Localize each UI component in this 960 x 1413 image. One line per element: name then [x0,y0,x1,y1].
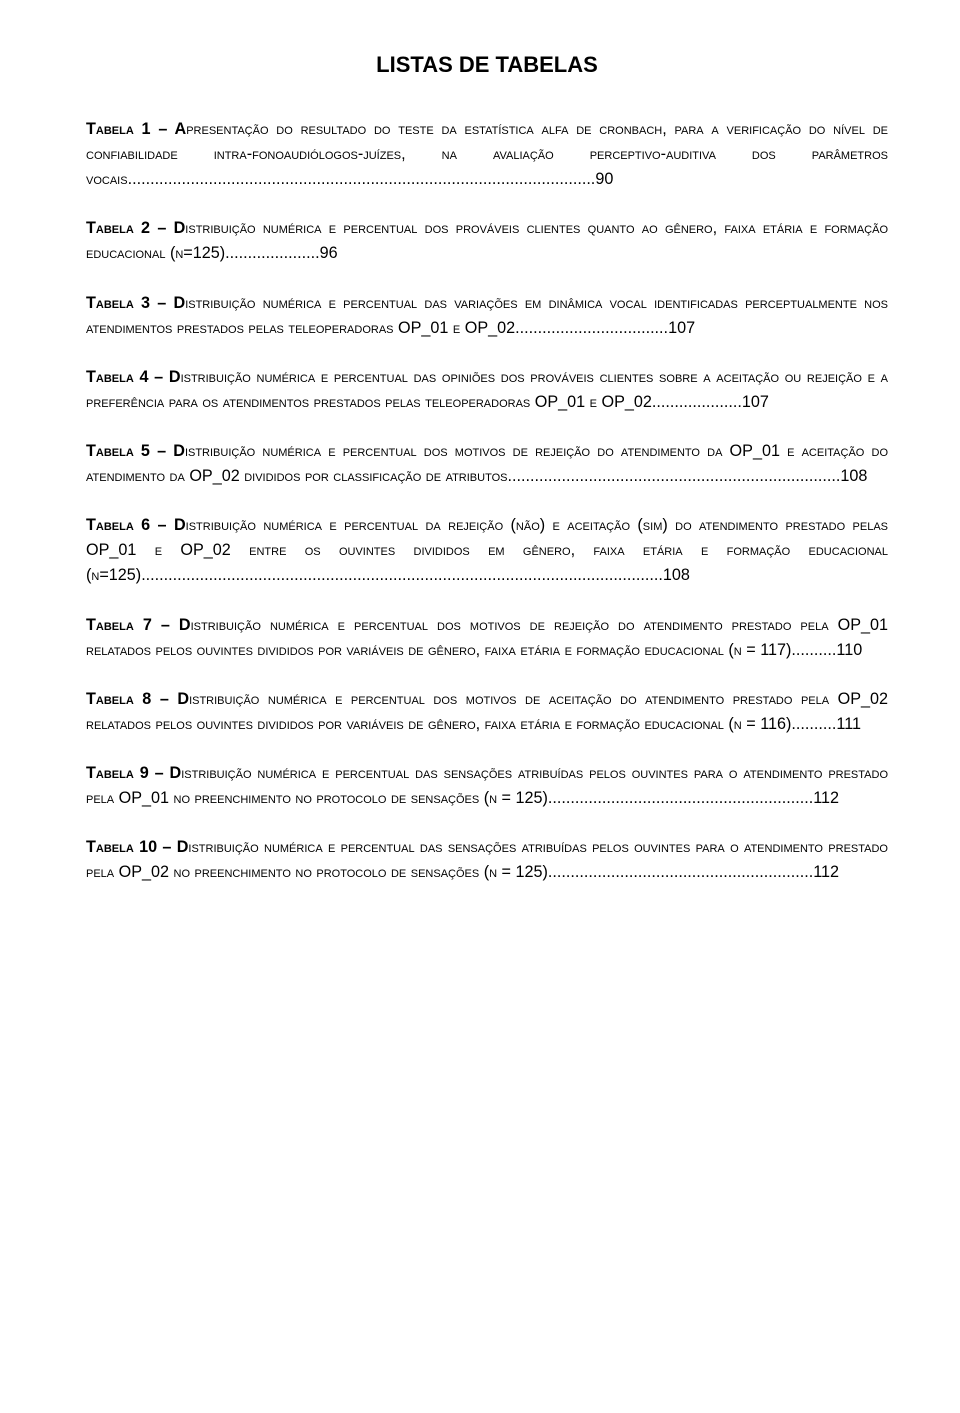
entry-label-caps: T [86,616,96,634]
entry-label-sc: abela 9 – D [96,764,181,782]
entry-body: istribuição numérica e percentual dos mo… [86,442,888,485]
entry-body: istribuição numérica e percentual das va… [86,294,888,337]
entry-page: 96 [320,244,338,262]
entry-body: istribuição numérica e percentual dos pr… [86,219,888,262]
toc-entry-6: Tabela 6 – Distribuição numérica e perce… [86,513,888,588]
entry-body: istribuição numérica e percentual das se… [86,838,888,881]
entry-label-sc: abela 5 – D [96,442,185,460]
entry-label-sc: abela 6 – D [96,516,186,534]
toc-entry-10: Tabela 10 – Distribuição numérica e perc… [86,835,888,885]
entry-label-sc: abela 10 – D [96,838,189,856]
toc-entry-5: Tabela 5 – Distribuição numérica e perce… [86,439,888,489]
entry-label-caps: T [86,516,96,534]
toc-entry-8: Tabela 8 – Distribuição numérica e perce… [86,687,888,737]
entry-page: 112 [813,789,839,807]
toc-entry-4: Tabela 4 – Distribuição numérica e perce… [86,365,888,415]
entry-label-sc: abela 8 – D [96,690,189,708]
entry-page: 108 [840,467,867,485]
entry-body: istribuição numérica e percentual das se… [86,764,888,807]
page-title: LISTAS DE TABELAS [86,48,888,81]
entry-page: 108 [663,566,690,584]
entry-label-caps: T [86,368,96,386]
toc-entry-3: Tabela 3 – Distribuição numérica e perce… [86,291,888,341]
entry-label-caps: T [86,294,96,312]
toc-entry-7: Tabela 7 – Distribuição numérica e perce… [86,613,888,663]
toc-entry-9: Tabela 9 – Distribuição numérica e perce… [86,761,888,811]
toc-entry-1: Tabela 1 – Apresentação do resultado do … [86,117,888,192]
entry-label-sc: abela 2 – D [96,219,185,237]
entry-label-sc: abela 4 – D [96,368,181,386]
entry-label-sc: abela 1 – A [96,120,186,138]
entry-body: istribuição numérica e percentual dos mo… [86,690,888,733]
entry-label-caps: T [86,690,96,708]
entry-page: 90 [595,170,613,188]
entry-page: 107 [668,319,695,337]
toc-entry-2: Tabela 2 – Distribuição numérica e perce… [86,216,888,266]
entry-label-caps: T [86,120,96,138]
entry-label-sc: abela 3 – D [96,294,185,312]
entry-page: 110 [836,641,862,659]
entry-body: presentação do resultado do teste da est… [86,120,888,188]
entry-label-caps: T [86,764,96,782]
entry-body: istribuição numérica e percentual dos mo… [86,616,888,659]
entry-page: 111 [836,715,861,733]
entry-label-sc: abela 7 – D [96,616,191,634]
entry-page: 112 [813,863,839,881]
entry-body: istribuição numérica e percentual da rej… [86,516,888,584]
entry-label-caps: T [86,838,96,856]
entry-label-caps: T [86,219,96,237]
entry-page: 107 [742,393,769,411]
entry-label-caps: T [86,442,96,460]
